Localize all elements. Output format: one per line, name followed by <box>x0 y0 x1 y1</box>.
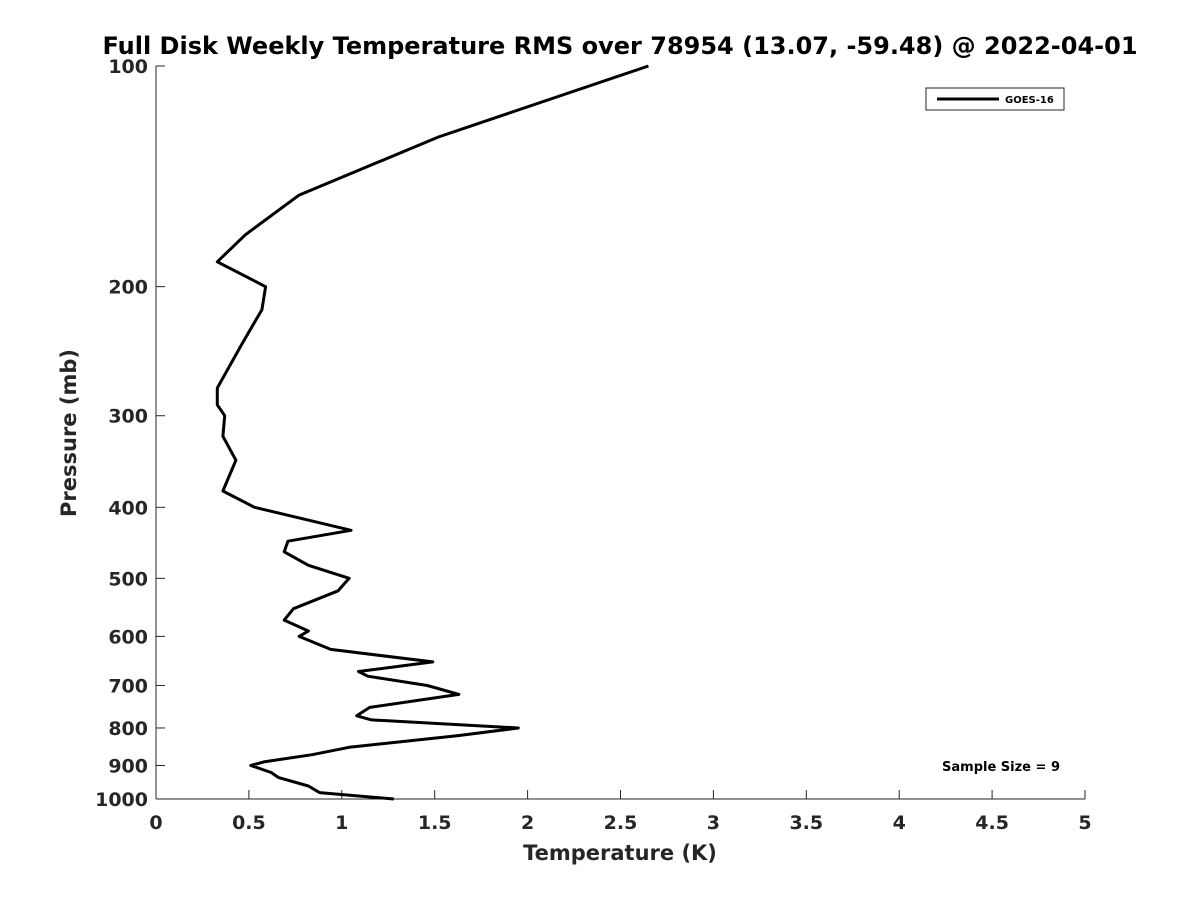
x-tick-label: 0 <box>149 812 162 834</box>
x-tick-label: 1 <box>335 812 348 834</box>
y-tick-label: 200 <box>108 277 148 299</box>
y-axis-label: Pressure (mb) <box>57 349 81 517</box>
y-tick-label: 100 <box>108 56 148 78</box>
x-tick-label: 4 <box>893 812 906 834</box>
x-tick-label: 2 <box>521 812 534 834</box>
y-tick-label: 600 <box>108 626 148 648</box>
y-tick-label: 300 <box>108 406 148 428</box>
x-tick-label: 2.5 <box>604 812 638 834</box>
y-tick-label: 400 <box>108 497 148 519</box>
sample-size-annotation: Sample Size = 9 <box>942 760 1060 775</box>
x-tick-label: 3.5 <box>789 812 823 834</box>
y-tick-label: 800 <box>108 718 148 740</box>
legend-label: GOES-16 <box>1005 95 1054 106</box>
series-line-goes-16 <box>215 64 649 801</box>
y-tick-label: 1000 <box>95 789 148 811</box>
y-tick-label: 900 <box>108 755 148 777</box>
x-tick-label: 1.5 <box>418 812 452 834</box>
x-tick-label: 0.5 <box>232 812 266 834</box>
x-tick-label: 4.5 <box>975 812 1009 834</box>
x-tick-label: 5 <box>1078 812 1091 834</box>
x-axis-label: Temperature (K) <box>523 841 717 865</box>
legend: GOES-16 <box>925 87 1065 111</box>
y-tick-label: 500 <box>108 568 148 590</box>
x-tick-label: 3 <box>707 812 720 834</box>
y-tick-label: 700 <box>108 675 148 697</box>
plot-area: 0 0.5 1 1.5 2 2.5 3 3.5 4 4.5 5 100 200 300 400 500 600 7… <box>95 56 1092 834</box>
chart-title: Full Disk Weekly Temperature RMS over 78… <box>102 32 1137 60</box>
